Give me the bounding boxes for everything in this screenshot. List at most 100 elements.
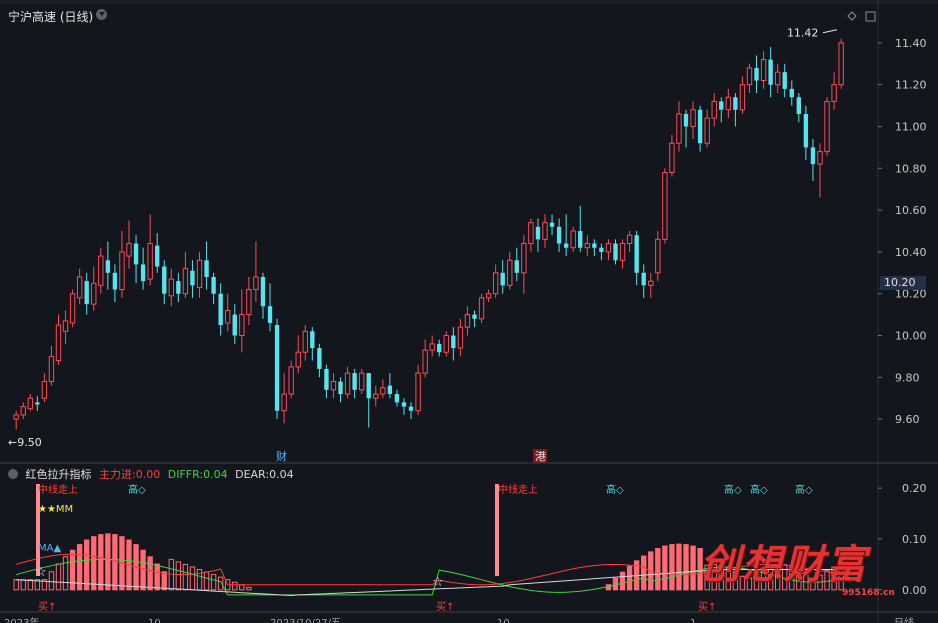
candle-body [176, 281, 181, 294]
time-axis-label: 10 [497, 618, 510, 623]
candle-body [380, 387, 386, 395]
candle [218, 283, 223, 336]
candle-body [344, 372, 351, 395]
indicator-bar [711, 563, 717, 591]
candle-body [613, 243, 618, 261]
candle-body [478, 297, 485, 320]
title-dropdown-icon[interactable] [96, 9, 107, 20]
candle-body [437, 343, 442, 353]
candle [521, 235, 527, 294]
candle-body [768, 59, 773, 85]
candle [782, 63, 787, 98]
candle [330, 373, 337, 399]
diamond-icon [847, 11, 857, 21]
candle [84, 272, 89, 315]
candle [155, 233, 160, 273]
indicator-bar [41, 579, 48, 591]
candle-body [760, 59, 767, 82]
watermark-url: 995168.cn [842, 588, 895, 598]
indicator-bar [76, 544, 83, 591]
indicator-tick-label: 0.10 [902, 533, 927, 546]
candle [796, 93, 802, 123]
indicator-bar [789, 566, 795, 591]
candle [437, 339, 442, 357]
candle [324, 364, 329, 399]
candle [704, 109, 710, 148]
candle [168, 268, 174, 307]
candle-body [746, 67, 753, 86]
candle-body [274, 325, 280, 411]
indicator-bar [91, 536, 97, 591]
candle-body [288, 366, 294, 395]
candle [556, 218, 562, 252]
indicator-diffr-label: DIFFR: [167, 468, 204, 481]
candle [669, 134, 675, 177]
candle [119, 231, 125, 298]
candle [176, 272, 181, 303]
buy-label-3: 买↑ [698, 601, 716, 613]
candle-body [570, 230, 576, 249]
indicator-dear-label: DEAR: [235, 468, 270, 481]
candle [457, 318, 464, 357]
signal-bar-2 [495, 484, 499, 576]
candle [578, 205, 583, 252]
candle-body [133, 243, 139, 265]
event-marker-2-bg [533, 449, 547, 463]
candle-body [91, 282, 97, 305]
indicator-bar [196, 569, 203, 591]
indicator-main-value: 0.00 [135, 468, 161, 481]
indicator-bar [217, 576, 224, 591]
candle-body [641, 272, 646, 286]
candle-body [98, 255, 104, 286]
candle-body [725, 96, 732, 111]
top-toolbar[interactable] [0, 0, 938, 4]
indicator-bar [760, 568, 767, 591]
indicator-bar [48, 571, 55, 591]
high-price-label: 11.42 [787, 27, 819, 40]
candle [592, 239, 597, 257]
candle [415, 364, 421, 415]
indicator-bar [739, 575, 746, 591]
candle-body [190, 270, 195, 286]
candle-body [697, 109, 703, 144]
indicator-tick-label: 0.20 [902, 482, 927, 495]
candle-body [457, 326, 464, 349]
candle-body [669, 142, 675, 173]
candle-body [155, 245, 160, 267]
candle [451, 327, 456, 361]
price-axis: 11.4011.2011.0010.8010.6010.4010.2010.00… [4, 11, 927, 623]
candle [605, 239, 612, 261]
price-tick-label: 10.40 [895, 246, 927, 259]
candle [387, 373, 393, 399]
indicator-bar [20, 579, 26, 591]
candle-body [443, 335, 449, 353]
candle [824, 97, 830, 156]
candle [246, 276, 252, 326]
candle-body [719, 101, 724, 110]
indicator-bar [704, 564, 710, 591]
candle [295, 335, 301, 374]
candle [126, 220, 132, 269]
candle-body [683, 113, 689, 127]
candle [422, 339, 428, 378]
candle-body [182, 268, 189, 295]
indicator-bar [189, 566, 196, 591]
candle-body [838, 42, 844, 86]
ma-label: MA▲ [38, 543, 61, 554]
candle-body [140, 264, 146, 282]
candle-body [711, 100, 717, 119]
candle-body [556, 226, 562, 244]
candle [105, 241, 111, 290]
chart-title: 宁沪高速 (日线) [8, 10, 94, 24]
candle-body [394, 394, 400, 403]
candle [733, 93, 738, 127]
indicator-bar [746, 577, 753, 591]
candle-body [401, 402, 407, 407]
event-marker-1: 财 [276, 449, 287, 463]
candle-body [20, 406, 26, 416]
indicator-bar [98, 534, 104, 591]
candle [91, 266, 97, 311]
indicator-toggle-icon[interactable] [8, 469, 18, 479]
candle-body [69, 293, 76, 324]
